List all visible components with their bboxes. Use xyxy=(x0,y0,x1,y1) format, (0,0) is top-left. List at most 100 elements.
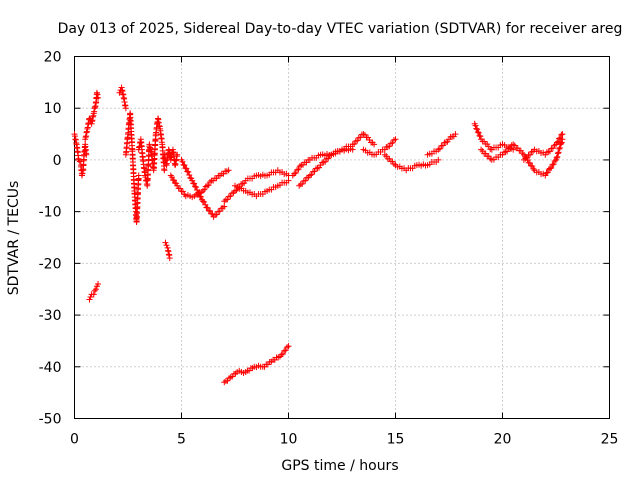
data-point-trace xyxy=(519,150,526,157)
x-tick-label: 10 xyxy=(280,432,298,448)
data-point-trace xyxy=(156,123,163,130)
data-point-trace xyxy=(386,143,393,150)
data-point-trace xyxy=(272,184,279,191)
data-point xyxy=(559,131,566,138)
data-point-trace xyxy=(227,193,234,200)
data-point-trace xyxy=(291,170,298,177)
data-point-trace xyxy=(161,166,168,173)
data-point-trace xyxy=(209,211,216,218)
data-point-trace xyxy=(369,139,376,146)
data-point-trace xyxy=(181,191,188,198)
data-point-trace xyxy=(226,375,233,382)
data-point-trace xyxy=(294,166,301,173)
data-point-trace xyxy=(83,150,90,157)
data-point-trace xyxy=(390,137,397,144)
data-point-trace xyxy=(166,252,173,259)
data-point-trace xyxy=(292,170,299,177)
data-point-trace xyxy=(311,168,318,175)
x-tick-label: 20 xyxy=(494,432,512,448)
x-tick-labels: 0 5 10 15 20 25 xyxy=(70,432,618,448)
data-point-trace xyxy=(546,148,553,155)
data-point-trace xyxy=(193,184,200,191)
data-point-trace xyxy=(556,144,563,151)
y-tick-label: -30 xyxy=(39,308,62,324)
data-point-trace xyxy=(207,207,214,214)
data-point-trace xyxy=(215,172,222,179)
data-point-trace xyxy=(555,138,562,145)
data-point-trace xyxy=(251,173,258,180)
data-point-trace xyxy=(472,122,479,129)
data-point-trace xyxy=(135,175,142,182)
chart-title: Day 013 of 2025, Sidereal Day-to-day VTE… xyxy=(58,21,623,37)
data-point-trace xyxy=(433,159,440,166)
y-tick-label: 20 xyxy=(44,50,62,66)
data-point xyxy=(478,146,485,153)
grid xyxy=(74,56,610,419)
data-point-trace xyxy=(475,129,482,136)
data-point-trace xyxy=(168,174,175,181)
data-point-trace xyxy=(201,198,208,205)
data-point-trace xyxy=(555,149,562,156)
data-point-trace xyxy=(204,204,211,211)
data-point-trace xyxy=(411,162,418,169)
data-point-trace xyxy=(73,140,80,147)
data-point-trace xyxy=(179,158,186,165)
data-point-trace xyxy=(347,143,354,150)
data-point xyxy=(92,286,99,293)
data-point-trace xyxy=(379,146,386,153)
data-point-trace xyxy=(487,146,494,153)
data-point xyxy=(381,151,388,158)
data-point-trace xyxy=(188,175,195,182)
data-point-trace xyxy=(554,153,561,160)
data-point-trace xyxy=(177,185,184,192)
data-point-trace xyxy=(122,102,129,109)
data-point-trace xyxy=(316,164,323,171)
data-point-trace xyxy=(241,180,248,187)
data-point-trace xyxy=(191,180,198,187)
data-point-trace xyxy=(94,91,101,98)
data-marks xyxy=(71,84,566,386)
data-point-trace xyxy=(526,160,533,167)
data-point-trace xyxy=(232,370,239,377)
data-point-trace xyxy=(261,188,268,195)
data-point-trace xyxy=(283,170,290,177)
data-point-trace xyxy=(557,134,564,141)
data-point-trace xyxy=(197,193,204,200)
data-point-trace xyxy=(223,168,230,175)
data-point-trace xyxy=(79,170,86,177)
data-point xyxy=(90,291,97,298)
data-point-trace xyxy=(547,165,554,172)
data-point-trace xyxy=(282,347,289,354)
data-point-trace xyxy=(553,154,560,161)
data-point-trace xyxy=(354,137,361,144)
data-point-trace xyxy=(207,178,214,185)
data-point xyxy=(162,239,169,246)
data-point-trace xyxy=(78,170,85,177)
data-point-trace xyxy=(240,187,247,194)
data-point-trace xyxy=(266,358,273,365)
data-point-trace xyxy=(554,139,561,146)
data-point-trace xyxy=(296,163,303,170)
data-point-trace xyxy=(261,172,268,179)
data-point-trace xyxy=(179,188,186,195)
y-tick-label: -20 xyxy=(39,256,62,272)
data-point-trace xyxy=(91,287,98,294)
x-tick-label: 15 xyxy=(387,432,405,448)
data-point-trace xyxy=(163,242,170,249)
data-point-trace xyxy=(173,180,180,187)
data-point-trace xyxy=(240,370,247,377)
data-point-trace xyxy=(279,351,286,358)
data-point-trace xyxy=(141,169,148,176)
data-point xyxy=(285,343,292,350)
data-point-trace xyxy=(487,155,494,162)
data-point-trace xyxy=(444,138,451,145)
data-point-trace xyxy=(171,177,178,184)
data-point-trace xyxy=(450,133,457,140)
data-point-trace xyxy=(204,182,211,189)
data-point-trace xyxy=(540,170,547,177)
data-point-trace xyxy=(148,148,155,155)
data-point-trace xyxy=(120,91,127,98)
data-point-trace xyxy=(326,152,333,159)
data-point-trace xyxy=(325,155,332,162)
